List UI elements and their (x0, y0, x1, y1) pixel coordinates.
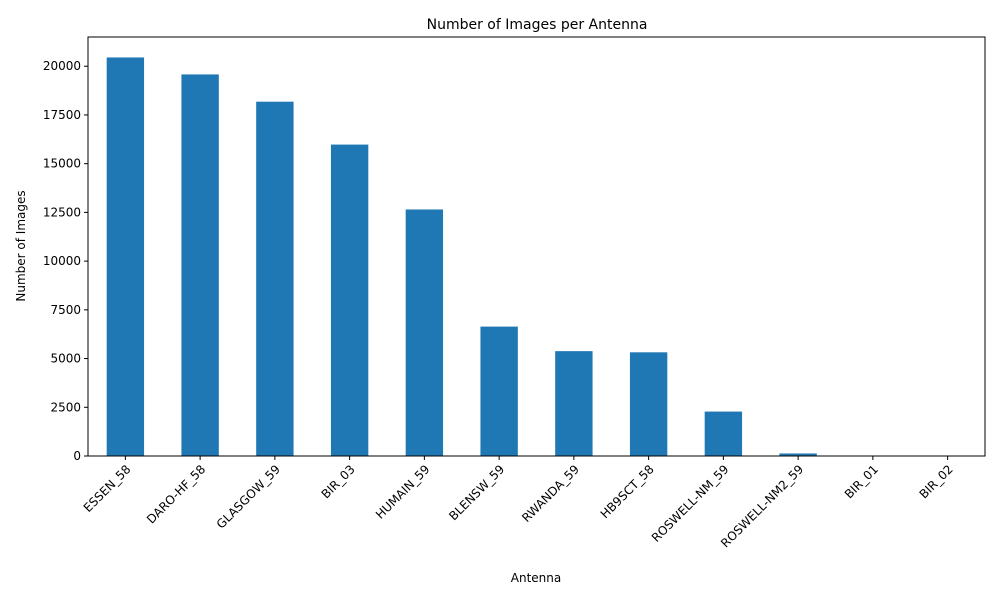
bar-rwanda-59 (555, 351, 592, 456)
y-tick-label: 20000 (43, 59, 81, 73)
y-tick-label: 5000 (50, 352, 81, 366)
x-tick-label: GLASGOW_59 (214, 462, 283, 531)
x-tick-label: HB9SCT_58 (598, 462, 657, 521)
y-axis: 0 2500 5000 7500 10000 12500 15000 17500 20000 (43, 59, 88, 463)
x-axis-label: Antenna (511, 571, 561, 585)
x-tick-label: BIR_01 (842, 462, 881, 501)
bars-group (107, 57, 967, 456)
y-tick-label: 10000 (43, 254, 81, 268)
y-tick-label: 17500 (43, 108, 81, 122)
x-tick-label: BIR_03 (319, 462, 358, 501)
bar-essen-58 (107, 57, 144, 456)
y-tick-label: 15000 (43, 157, 81, 171)
x-tick-label: ESSEN_58 (81, 462, 134, 515)
y-axis-label: Number of Images (14, 190, 28, 301)
x-tick-label: BLENSW_59 (446, 462, 507, 523)
y-tick-label: 2500 (50, 400, 81, 414)
chart-title: Number of Images per Antenna (427, 17, 648, 33)
y-tick-label: 0 (73, 449, 81, 463)
x-tick-label: DARO-HF_58 (144, 462, 208, 526)
bar-bir-03 (331, 145, 368, 456)
x-tick-label: BIR_02 (917, 462, 956, 501)
y-tick-label: 12500 (43, 205, 81, 219)
y-tick-label: 7500 (50, 303, 81, 317)
bar-daro-hf-58 (181, 74, 218, 456)
bar-humain-59 (406, 209, 443, 456)
bar-hb9sct-58 (630, 352, 667, 456)
x-tick-label: ROSWELL-NM2_59 (718, 462, 806, 550)
x-tick-label: ROSWELL-NM_59 (649, 462, 732, 545)
bar-glasgow-59 (256, 102, 293, 456)
bar-roswell-nm-59 (705, 412, 742, 456)
x-tick-label: HUMAIN_59 (373, 462, 433, 522)
x-tick-label: RWANDA_59 (519, 462, 582, 525)
bar-blensw-59 (480, 327, 517, 456)
plot-frame (88, 37, 985, 456)
